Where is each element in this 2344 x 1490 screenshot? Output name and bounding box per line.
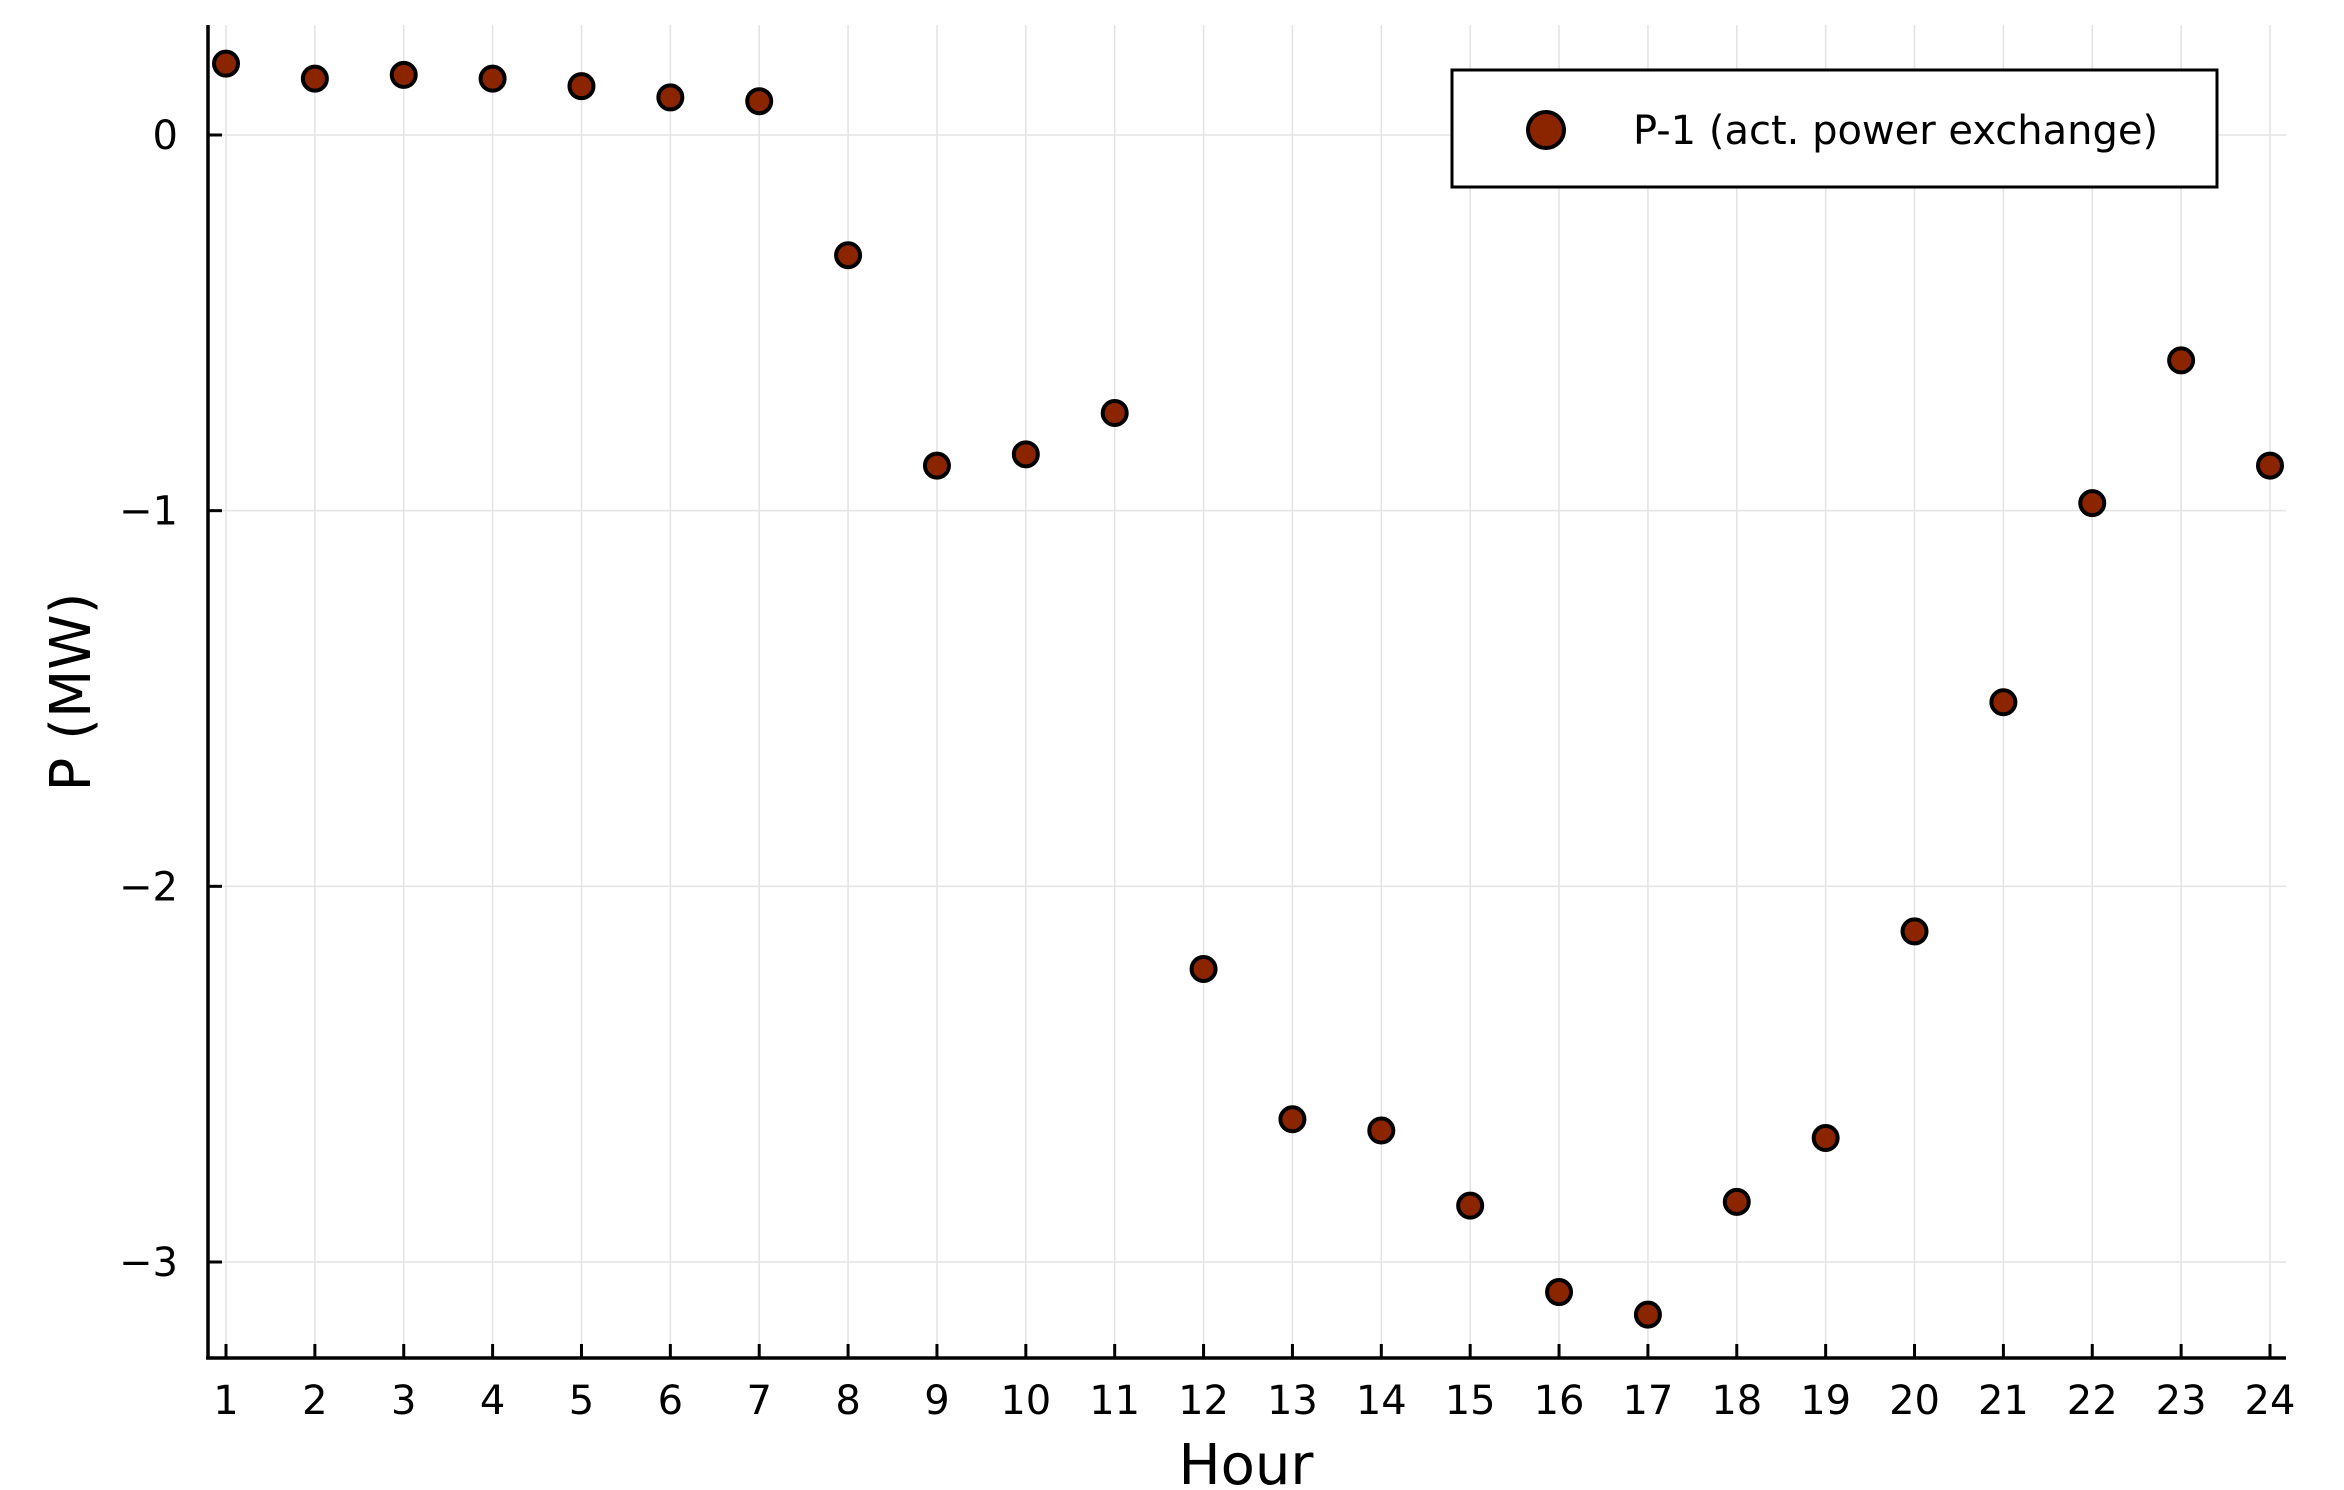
- data-point: [1456, 1191, 1485, 1220]
- x-tick-label: 20: [1889, 1378, 1940, 1424]
- data-point: [1545, 1278, 1574, 1307]
- y-tick-label: 0: [153, 113, 178, 159]
- x-tick-label: 23: [2156, 1378, 2207, 1424]
- data-point: [2256, 451, 2284, 480]
- legend-marker: [1526, 110, 1566, 150]
- x-tick-label: 21: [1978, 1378, 2029, 1424]
- x-tick-label: 9: [924, 1378, 949, 1424]
- y-axis-title: P (MW): [39, 593, 104, 792]
- x-tick-label: 6: [658, 1378, 683, 1424]
- axes: [206, 25, 2286, 1360]
- grid: [208, 25, 2286, 1358]
- x-tick-label: 1: [213, 1378, 238, 1424]
- legend-box: [1450, 68, 2219, 189]
- x-tick-label: 10: [1000, 1378, 1051, 1424]
- data-point: [1900, 917, 1929, 946]
- y-axis-ticks: 0 −1 −2 −3: [119, 113, 222, 1286]
- x-tick-label: 4: [480, 1378, 505, 1424]
- x-tick-label: 14: [1356, 1378, 1407, 1424]
- data-point: [1633, 1300, 1662, 1329]
- x-tick-label: 8: [835, 1378, 860, 1424]
- data-point: [1100, 398, 1129, 427]
- data-point: [2078, 489, 2107, 518]
- x-tick-label: 17: [1622, 1378, 1673, 1424]
- x-tick-label: 5: [569, 1378, 594, 1424]
- data-point: [1278, 1105, 1307, 1134]
- x-tick-label: 11: [1089, 1378, 1140, 1424]
- data-points: [212, 49, 2284, 1329]
- data-point: [834, 241, 863, 270]
- x-tick-label: 7: [746, 1378, 771, 1424]
- x-tick-label: 2: [302, 1378, 327, 1424]
- x-tick-label: 13: [1267, 1378, 1318, 1424]
- data-point: [389, 60, 418, 89]
- data-point: [212, 49, 240, 78]
- x-tick-label: 15: [1445, 1378, 1496, 1424]
- data-point: [1011, 440, 1040, 469]
- x-tick-label: 19: [1800, 1378, 1851, 1424]
- data-point: [1722, 1187, 1751, 1216]
- data-point: [1811, 1124, 1840, 1153]
- data-point: [922, 451, 951, 480]
- x-tick-label: 18: [1711, 1378, 1762, 1424]
- data-point: [1189, 954, 1218, 983]
- data-point: [300, 64, 329, 93]
- x-tick-label: 24: [2245, 1378, 2296, 1424]
- data-point: [1367, 1116, 1396, 1145]
- y-tick-label: −1: [119, 489, 178, 535]
- data-point: [567, 72, 596, 101]
- y-tick-label: −2: [119, 864, 178, 910]
- x-tick-label: 16: [1534, 1378, 1585, 1424]
- y-tick-label: −3: [119, 1240, 178, 1286]
- x-tick-label: 12: [1178, 1378, 1229, 1424]
- data-point: [2167, 346, 2196, 375]
- data-point: [1989, 688, 2018, 717]
- data-point: [745, 87, 774, 116]
- legend-label: P-1 (act. power exchange): [1633, 108, 2158, 154]
- x-axis-ticks: 1 2 3 4 5 6 7 8 9 10 11 12 13 14 15 16 17 18 19 20 21 22 23 24: [213, 1344, 2295, 1424]
- x-axis-title: Hour: [1179, 1433, 1315, 1490]
- data-point: [656, 83, 685, 112]
- legend: P-1 (act. power exchange): [1450, 68, 2219, 189]
- x-tick-label: 3: [391, 1378, 416, 1424]
- x-tick-label: 22: [2067, 1378, 2118, 1424]
- data-point: [478, 64, 507, 93]
